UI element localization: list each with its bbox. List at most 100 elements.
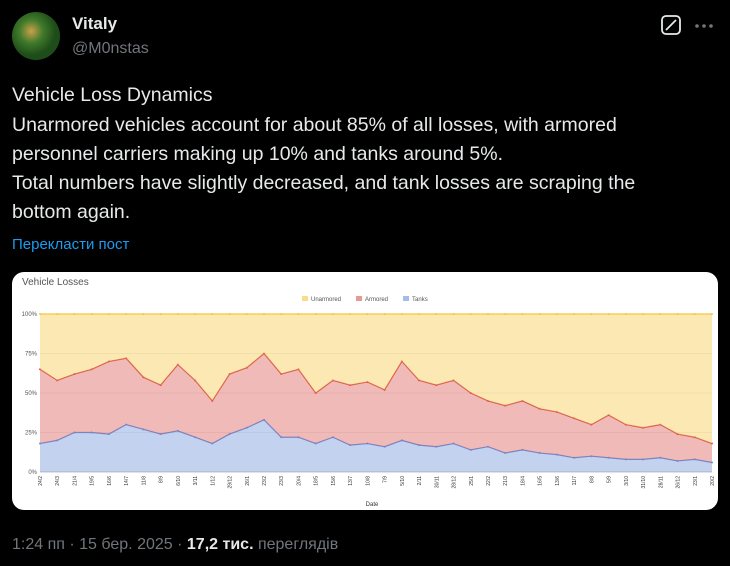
point bbox=[400, 313, 403, 315]
point bbox=[90, 313, 93, 315]
date[interactable]: 15 бер. 2025 bbox=[79, 536, 173, 553]
x-tick-label: 10/8 bbox=[365, 476, 371, 486]
point bbox=[107, 360, 110, 363]
point bbox=[418, 444, 421, 447]
x-tick-label: 14/7 bbox=[124, 476, 130, 486]
point bbox=[400, 360, 403, 363]
point bbox=[245, 426, 248, 429]
tweet-text: Unarmored vehicles account for about 85%… bbox=[12, 114, 617, 136]
translate-link[interactable]: Перекласти пост bbox=[12, 236, 130, 253]
point bbox=[314, 313, 317, 315]
point bbox=[314, 442, 317, 445]
tweet-text: Total numbers have slightly decreased, a… bbox=[12, 172, 636, 194]
user-name[interactable]: Vitaly bbox=[72, 14, 118, 33]
point bbox=[659, 313, 662, 315]
x-tick-label: 18/5 bbox=[314, 476, 320, 486]
point bbox=[159, 433, 162, 436]
x-tick-label: 20/2 bbox=[710, 476, 716, 486]
point bbox=[504, 404, 507, 407]
point bbox=[331, 313, 334, 315]
more-dot[interactable] bbox=[695, 24, 699, 28]
grok-icon[interactable] bbox=[661, 15, 681, 35]
point bbox=[487, 445, 489, 448]
point bbox=[245, 313, 248, 315]
x-axis-label: Date bbox=[366, 502, 379, 508]
user-handle[interactable]: @M0nstas bbox=[72, 40, 149, 57]
point bbox=[263, 418, 265, 421]
x-tick-label: 8/8 bbox=[589, 476, 595, 483]
point bbox=[383, 313, 386, 315]
x-tick-label: 2/11 bbox=[417, 476, 423, 486]
point bbox=[538, 407, 541, 410]
area bbox=[40, 314, 712, 444]
x-tick-label: 23/1 bbox=[693, 476, 699, 486]
point bbox=[56, 439, 59, 442]
point bbox=[676, 313, 679, 315]
point bbox=[642, 426, 645, 429]
point bbox=[538, 313, 541, 315]
point bbox=[366, 313, 369, 315]
point bbox=[504, 452, 507, 455]
area-line bbox=[39, 419, 713, 464]
point bbox=[228, 433, 231, 436]
legend-label: Unarmored bbox=[311, 297, 341, 303]
grok-icon-slash bbox=[665, 19, 677, 31]
point bbox=[504, 313, 507, 315]
x-tick-label: 23/2 bbox=[262, 476, 268, 486]
point bbox=[435, 384, 438, 387]
point bbox=[435, 445, 438, 448]
separator: · bbox=[69, 536, 75, 553]
point bbox=[107, 433, 110, 436]
avatar[interactable] bbox=[12, 12, 60, 60]
point bbox=[469, 448, 472, 451]
x-tick-label: 13/7 bbox=[348, 476, 354, 486]
point bbox=[400, 439, 403, 442]
x-tick-label: 25/1 bbox=[469, 476, 475, 486]
point bbox=[297, 368, 300, 371]
point bbox=[555, 453, 558, 456]
point bbox=[228, 313, 231, 315]
legend-label: Tanks bbox=[412, 297, 428, 303]
point bbox=[366, 442, 369, 445]
point bbox=[624, 458, 627, 461]
point bbox=[452, 442, 455, 445]
x-tick-label: 28/12 bbox=[452, 476, 458, 489]
tweet-text: personnel carriers making up 10% and tan… bbox=[12, 143, 504, 165]
x-tick-label: 15/6 bbox=[331, 476, 337, 486]
point bbox=[555, 313, 558, 315]
time[interactable]: 1:24 пп bbox=[12, 536, 65, 553]
point bbox=[194, 313, 197, 315]
tweet-actions bbox=[661, 15, 713, 35]
point bbox=[56, 313, 59, 315]
point bbox=[435, 313, 438, 315]
chart-card[interactable]: Vehicle Losses Date 0% 25% 50% 75% 100% 24/2 2… bbox=[12, 272, 718, 510]
point bbox=[331, 436, 334, 439]
point bbox=[659, 423, 662, 426]
x-tick-label: 22/2 bbox=[486, 476, 492, 486]
point bbox=[314, 392, 317, 394]
point bbox=[487, 399, 489, 402]
area bbox=[40, 419, 712, 472]
point bbox=[125, 357, 128, 360]
y-tick-label: 75% bbox=[25, 352, 38, 358]
point bbox=[452, 313, 455, 315]
more-dot[interactable] bbox=[702, 24, 706, 28]
x-tick-label: 3/11 bbox=[193, 476, 199, 486]
chart: Vehicle Losses Date 0% 25% 50% 75% 100% 24/2 2… bbox=[22, 277, 716, 508]
x-tick-label: 7/9 bbox=[383, 476, 389, 483]
point bbox=[538, 452, 541, 455]
point bbox=[297, 436, 300, 439]
point bbox=[194, 379, 197, 382]
point bbox=[693, 436, 696, 439]
area-line bbox=[39, 352, 713, 445]
x-tick-label: 16/6 bbox=[107, 476, 113, 486]
x-tick-label: 29/12 bbox=[228, 476, 234, 489]
legend-swatch bbox=[356, 296, 363, 301]
x-tick-label: 19/5 bbox=[90, 476, 96, 486]
point bbox=[693, 458, 696, 461]
more-dot[interactable] bbox=[709, 24, 713, 28]
point bbox=[590, 455, 593, 458]
point bbox=[418, 379, 421, 382]
point bbox=[73, 313, 76, 315]
